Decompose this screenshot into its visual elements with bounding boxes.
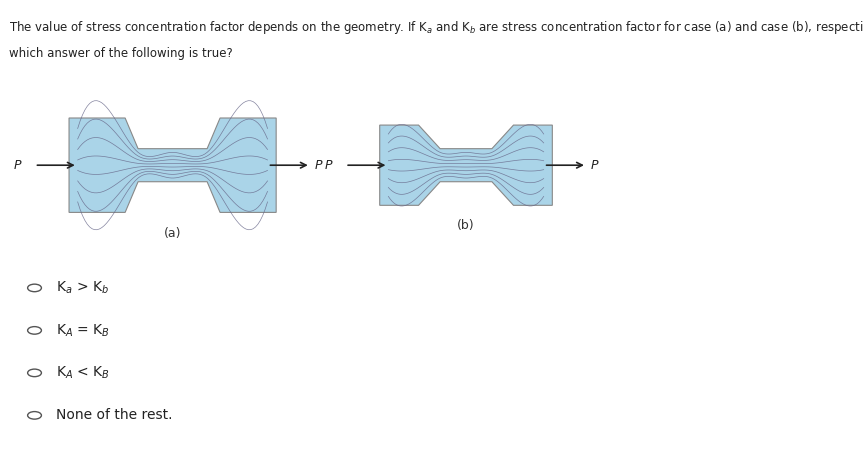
Polygon shape — [380, 125, 552, 205]
Text: The value of stress concentration factor depends on the geometry. If K$_a$ and K: The value of stress concentration factor… — [9, 19, 863, 36]
Text: which answer of the following is true?: which answer of the following is true? — [9, 47, 232, 60]
Text: P: P — [14, 159, 22, 172]
Polygon shape — [69, 118, 276, 212]
Text: (b): (b) — [457, 219, 475, 233]
Text: K$_a$ > K$_b$: K$_a$ > K$_b$ — [56, 280, 109, 296]
Text: P: P — [315, 159, 323, 172]
Text: (a): (a) — [164, 227, 181, 240]
Text: K$_A$ < K$_B$: K$_A$ < K$_B$ — [56, 365, 110, 381]
Text: None of the rest.: None of the rest. — [56, 408, 173, 422]
Text: P: P — [324, 159, 332, 172]
Text: P: P — [591, 159, 599, 172]
Text: K$_A$ = K$_B$: K$_A$ = K$_B$ — [56, 322, 110, 338]
